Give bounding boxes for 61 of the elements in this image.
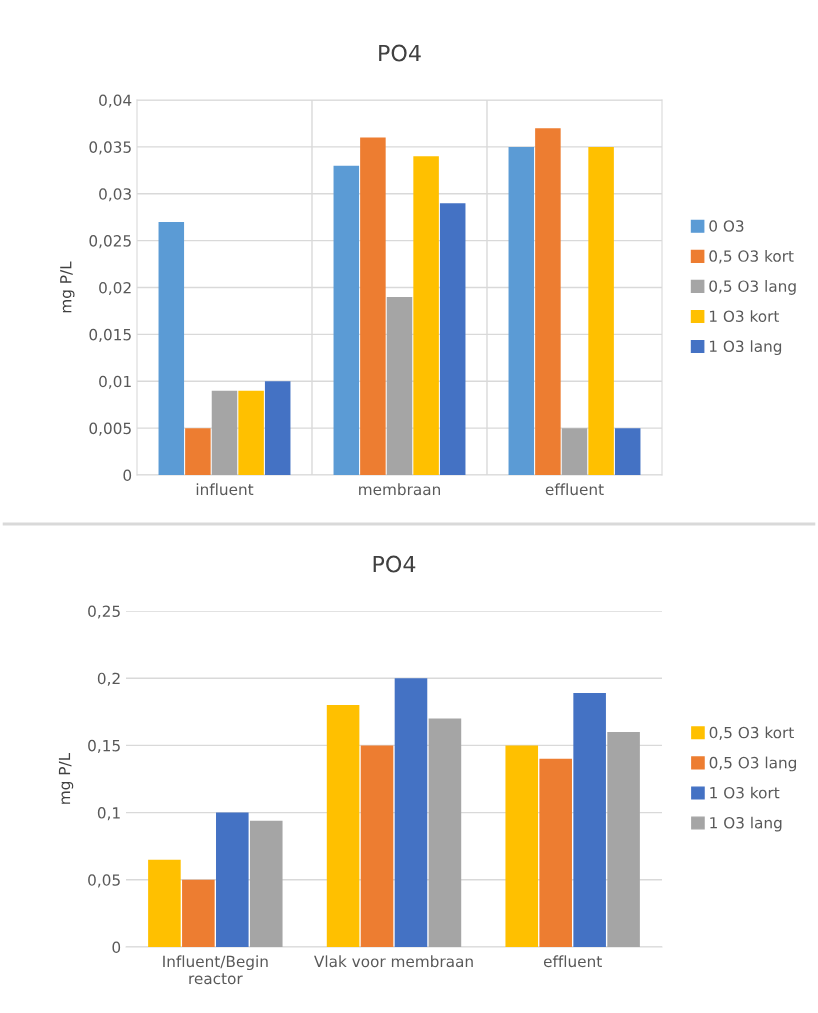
bar — [182, 879, 215, 947]
x-tick-label: membraan — [359, 483, 440, 496]
y-tick-label: 0,015 — [89, 328, 131, 342]
y-axis-title: mg P/L — [58, 752, 74, 804]
bar — [439, 203, 466, 475]
y-tick-label: 0,02 — [99, 281, 131, 296]
y-tick-label: 0,005 — [89, 422, 131, 436]
x-tick-label: effluent — [545, 483, 604, 496]
bar — [386, 296, 413, 475]
bar — [394, 678, 428, 947]
y-tick-label: 0,25 — [88, 605, 120, 619]
y-tick-label: 0,035 — [89, 141, 131, 155]
bar — [238, 390, 264, 475]
y-tick-label: 0 — [123, 469, 132, 482]
bar — [211, 390, 238, 475]
bar — [148, 859, 181, 947]
bar — [535, 128, 561, 475]
y-axis-title: mg P/L — [60, 261, 75, 313]
legend-label: 1 O3 lang — [710, 816, 782, 832]
bar — [360, 137, 386, 475]
y-tick-label: 0,2 — [97, 672, 120, 686]
legend-label: 1 O3 lang — [709, 340, 782, 356]
legend-label: 1 O3 kort — [709, 310, 780, 322]
y-tick-label: 0 — [112, 941, 121, 954]
legend-label: 0,5 O3 lang — [709, 280, 796, 295]
legend-label: 0,5 O3 kort — [709, 250, 794, 264]
legend-label: 1 O3 kort — [710, 786, 780, 799]
bar — [539, 758, 572, 947]
y-tick-label: 0,03 — [99, 188, 131, 202]
bar — [614, 428, 641, 475]
x-tick-label: influent — [196, 483, 254, 496]
bar — [360, 745, 394, 947]
bar — [158, 221, 185, 475]
bar — [216, 812, 249, 947]
bar — [333, 165, 360, 475]
x-tick-label: Influent/Begin reactor — [163, 955, 268, 985]
bar — [573, 692, 606, 947]
bar — [561, 428, 588, 475]
legend-label: 0,5 O3 kort — [709, 726, 794, 740]
bar — [508, 146, 535, 475]
y-tick-label: 0,04 — [99, 94, 132, 108]
x-tick-label: effluent — [543, 955, 602, 968]
y-tick-label: 0,15 — [88, 739, 120, 753]
x-tick-label: Vlak voor membraan — [314, 955, 473, 968]
bar — [185, 428, 211, 475]
bar — [413, 156, 439, 475]
y-tick-label: 0,05 — [88, 874, 120, 888]
bar — [588, 146, 614, 475]
bar — [428, 718, 462, 947]
bar — [249, 820, 283, 947]
legend-label: 0 O3 — [709, 220, 744, 232]
legend-label: 0,5 O3 lang — [709, 756, 796, 772]
bar — [505, 745, 539, 947]
chart-title: PO4 — [379, 44, 421, 62]
bar — [326, 705, 360, 947]
y-tick-label: 0,025 — [89, 235, 131, 249]
y-tick-label: 0,01 — [99, 375, 131, 389]
chart-title: PO4 — [373, 555, 416, 573]
y-tick-label: 0,1 — [97, 807, 120, 821]
bar — [264, 381, 291, 475]
bar — [607, 731, 640, 947]
